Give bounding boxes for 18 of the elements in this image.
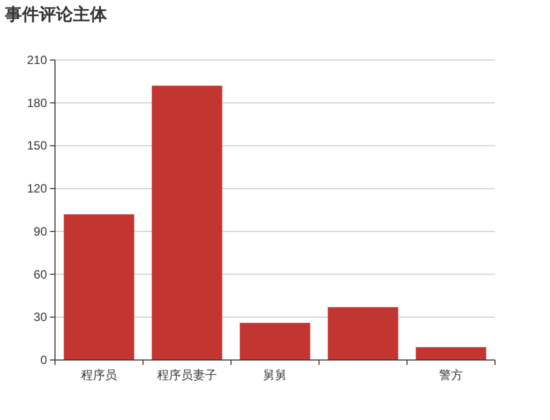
y-tick-label: 120 xyxy=(26,182,48,196)
y-tick-label: 150 xyxy=(26,138,48,153)
bar xyxy=(240,322,310,360)
bar xyxy=(152,86,222,360)
y-tick-label: 90 xyxy=(34,224,48,238)
y-tick-label: 30 xyxy=(34,310,48,324)
bar xyxy=(416,347,486,360)
chart-title: 事件评论主体 xyxy=(4,5,108,24)
y-tick-label: 210 xyxy=(26,53,48,67)
x-tick-label: 警方 xyxy=(439,368,463,382)
x-tick-label: 程序员妻子 xyxy=(157,368,217,382)
bar xyxy=(64,214,134,360)
bar xyxy=(328,307,398,360)
y-tick-label: 180 xyxy=(26,96,48,110)
x-tick-label: 程序员 xyxy=(81,368,117,382)
y-tick-label: 60 xyxy=(34,267,48,282)
x-tick-label: 舅舅 xyxy=(263,368,287,382)
y-tick-label: 0 xyxy=(40,353,48,367)
